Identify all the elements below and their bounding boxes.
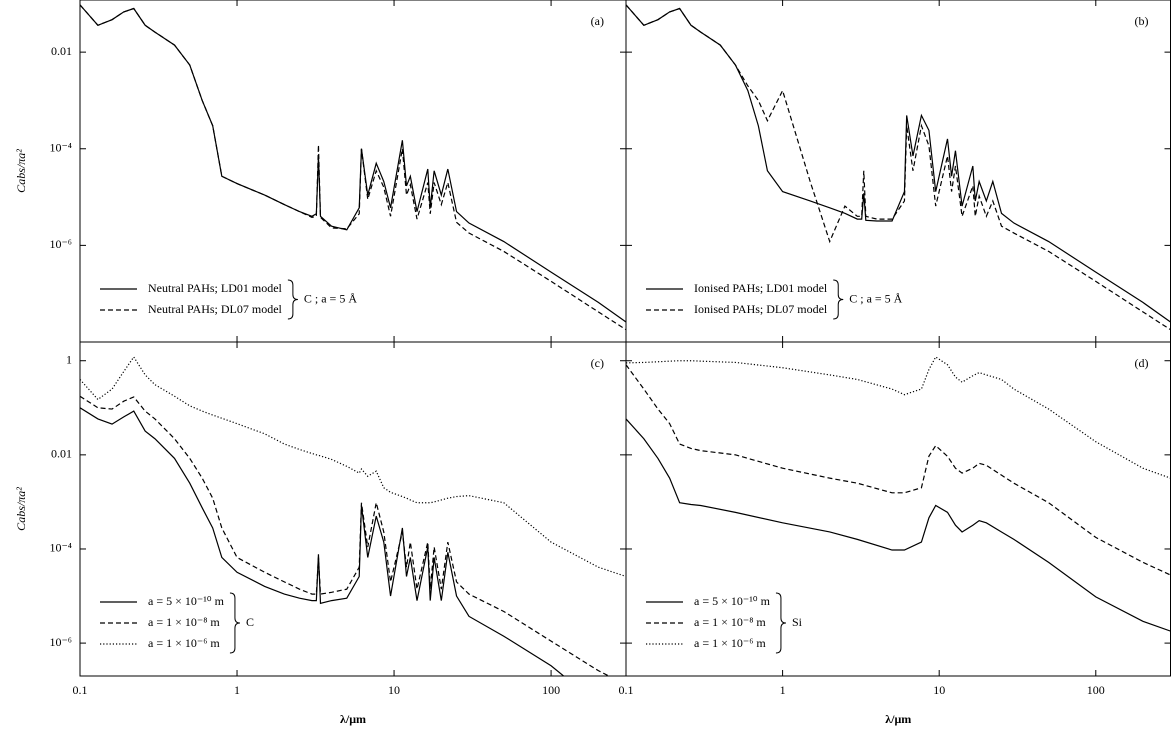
y-tick-label: 0.01 [51, 447, 72, 461]
data-line [80, 407, 565, 676]
legend-label: Ionised PAHs; LD01 model [694, 281, 828, 295]
legend-brace [775, 592, 786, 654]
data-line [80, 4, 626, 323]
x-axis-label: λ/μm [885, 712, 911, 726]
data-line [80, 355, 626, 578]
data-line [80, 4, 626, 331]
panel: 0.01 10⁻⁴ 10⁻⁶ (a) Cabs/πa² Neutral PAHs; LD0… [14, 0, 627, 343]
x-tick-label: 1 [780, 683, 786, 697]
panel: 1 0.01 10⁻⁴ 10⁻⁶ 0.1 1 10 100 (c) λ/μm Cabs/πa² a =… [14, 341, 627, 726]
panel-label: (a) [591, 14, 604, 28]
data-line [626, 356, 1171, 479]
legend-annotation: C ; a = 5 Å [304, 291, 357, 305]
x-tick-label: 100 [542, 683, 560, 697]
legend-label: Neutral PAHs; LD01 model [148, 281, 283, 295]
x-tick-label: 10 [933, 683, 945, 697]
legend-annotation: C ; a = 5 Å [849, 291, 902, 305]
panel-label: (c) [591, 356, 604, 370]
data-line [626, 418, 1171, 632]
legend-annotation: Si [792, 615, 803, 629]
panel-label: (b) [1135, 14, 1149, 28]
x-tick-label: 0.1 [619, 683, 634, 697]
legend-label: a = 1 × 10⁻⁸ m [694, 615, 766, 629]
legend-brace [229, 592, 240, 654]
legend-brace [287, 279, 298, 320]
y-tick-label: 10⁻⁴ [49, 141, 72, 155]
x-axis-label: λ/μm [340, 712, 366, 726]
data-line [626, 4, 1171, 331]
y-axis-label: Cabs/πa² [14, 149, 28, 193]
data-line [80, 395, 611, 676]
x-tick-label: 10 [388, 683, 400, 697]
legend-label: a = 5 × 10⁻¹⁰ m [694, 594, 771, 608]
data-line [626, 4, 1171, 323]
x-tick-label: 0.1 [73, 683, 88, 697]
legend-label: a = 5 × 10⁻¹⁰ m [148, 594, 225, 608]
legend-annotation: C [246, 615, 254, 629]
y-tick-label: 10⁻⁴ [49, 541, 72, 555]
legend-brace [833, 279, 844, 320]
data-line [626, 364, 1171, 576]
legend-label: a = 1 × 10⁻⁶ m [148, 636, 220, 650]
legend-label: a = 1 × 10⁻⁸ m [148, 615, 220, 629]
legend-label: Neutral PAHs; DL07 model [148, 302, 283, 316]
x-tick-label: 100 [1087, 683, 1105, 697]
x-tick-label: 1 [234, 683, 240, 697]
legend-label: Ionised PAHs; DL07 model [694, 302, 828, 316]
panel-label: (d) [1135, 356, 1149, 370]
y-tick-label: 0.01 [51, 44, 72, 58]
y-tick-label: 10⁻⁶ [49, 635, 72, 649]
y-axis-label: Cabs/πa² [14, 487, 28, 531]
panel: 0.1 1 10 100 (d) λ/μm a = 5 × 10⁻¹⁰ m a = 1 × 1… [619, 341, 1171, 726]
y-tick-label: 10⁻⁶ [49, 237, 72, 251]
y-tick-label: 1 [66, 352, 72, 366]
panel: (b) Ionised PAHs; LD01 model Ionised PAHs;… [625, 0, 1171, 343]
legend-label: a = 1 × 10⁻⁶ m [694, 636, 766, 650]
